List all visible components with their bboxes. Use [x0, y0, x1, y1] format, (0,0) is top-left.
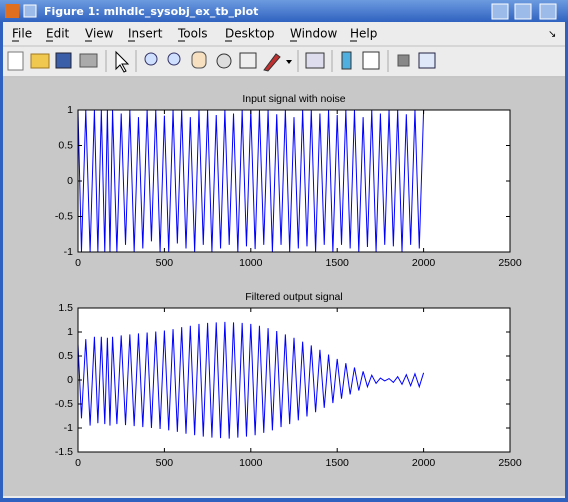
- colorbar-button[interactable]: [341, 51, 352, 70]
- hide-tools-button[interactable]: [397, 54, 410, 67]
- x-tick-label: 2500: [498, 457, 522, 469]
- print-button[interactable]: [79, 53, 98, 68]
- x-tick-label: 1000: [239, 257, 263, 269]
- signal-line: [77, 321, 425, 439]
- close-button[interactable]: [539, 3, 557, 20]
- select-button[interactable]: [115, 50, 130, 73]
- plot-title: Filtered output signal: [245, 291, 342, 303]
- x-tick-label: 2000: [412, 457, 436, 469]
- menu-item[interactable]: Window: [290, 27, 338, 41]
- show-tools-button[interactable]: [418, 52, 436, 69]
- x-tick-label: 2500: [498, 257, 522, 269]
- x-tick-label: 0: [75, 257, 81, 269]
- toolbar: [7, 50, 436, 73]
- x-tick-label: 500: [156, 457, 174, 469]
- y-tick-label: 1: [67, 104, 73, 116]
- y-tick-label: 0.5: [58, 139, 73, 151]
- new-figure-button[interactable]: [7, 51, 24, 71]
- save-button[interactable]: [55, 52, 72, 69]
- link-button[interactable]: [305, 52, 325, 69]
- y-tick-label: -0.5: [55, 210, 73, 222]
- y-tick-label: 0: [67, 374, 73, 386]
- title-bar: [0, 0, 568, 22]
- window-title: Figure 1: mlhdlc_sysobj_ex_tb_plot: [44, 5, 258, 18]
- y-tick-label: 0.5: [58, 350, 73, 362]
- menu-button[interactable]: [23, 4, 37, 18]
- minimize-button[interactable]: [491, 3, 509, 20]
- y-tick-label: -0.5: [55, 398, 73, 410]
- zoom-in-button[interactable]: [144, 52, 158, 66]
- dock-arrow[interactable]: ↘: [548, 29, 556, 40]
- maximize-button[interactable]: [514, 3, 532, 20]
- menu-item[interactable]: Desktop: [225, 27, 275, 41]
- y-tick-label: -1: [64, 422, 73, 434]
- menu-item[interactable]: Insert: [128, 27, 163, 41]
- y-tick-label: -1: [64, 246, 73, 258]
- y-tick-label: 1.5: [58, 302, 73, 314]
- data-cursor-button[interactable]: [239, 52, 257, 69]
- brush-button[interactable]: [263, 53, 281, 72]
- plot-area: [78, 308, 510, 452]
- y-tick-label: 0: [67, 175, 73, 187]
- menu-item[interactable]: File: [12, 27, 32, 41]
- y-tick-label: 1: [67, 326, 73, 338]
- x-tick-label: 0: [75, 457, 81, 469]
- signal-line: [77, 109, 425, 253]
- open-button[interactable]: [30, 53, 50, 69]
- x-tick-label: 500: [156, 257, 174, 269]
- legend-button[interactable]: [362, 51, 380, 70]
- y-tick-label: -1.5: [55, 446, 73, 458]
- plot-title: Input signal with noise: [242, 93, 345, 105]
- pan-button[interactable]: [191, 51, 207, 69]
- menu-item[interactable]: Tools: [177, 27, 208, 41]
- menu-item[interactable]: Edit: [46, 27, 70, 41]
- plot-area: [78, 110, 510, 252]
- x-tick-label: 1500: [326, 457, 350, 469]
- x-tick-label: 2000: [412, 257, 436, 269]
- app-icon: [5, 4, 19, 18]
- zoom-out-button[interactable]: [167, 52, 181, 66]
- menu-item[interactable]: View: [85, 27, 114, 41]
- x-tick-label: 1000: [239, 457, 263, 469]
- x-tick-label: 1500: [326, 257, 350, 269]
- brush-menu[interactable]: [286, 60, 292, 64]
- menu-item[interactable]: Help: [350, 27, 377, 41]
- rotate-button[interactable]: [216, 53, 232, 69]
